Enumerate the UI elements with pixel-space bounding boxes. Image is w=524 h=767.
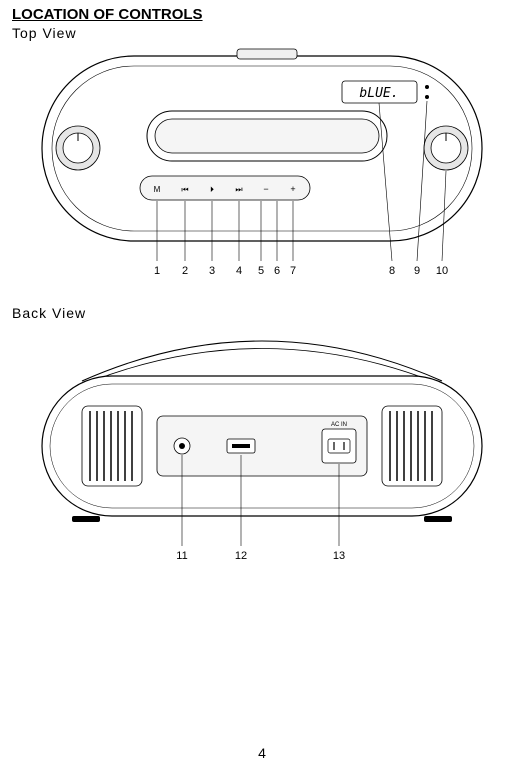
- tuning-knob: [424, 126, 468, 170]
- display-text: bLUE.: [359, 86, 398, 101]
- usb-port: [227, 439, 255, 453]
- right-vent: [382, 406, 442, 486]
- handle-slot: [147, 111, 387, 161]
- callout-9: 9: [414, 265, 420, 277]
- top-view-figure: bLUE. M ⏮ ⏵ ⏭ − + 1 2 3 4 5 6 7 8 9 10: [12, 41, 512, 301]
- top-view-label: Top View: [12, 25, 512, 41]
- callout-11: 11: [176, 550, 187, 562]
- mode-button-icon: M: [154, 185, 161, 194]
- callout-13: 13: [333, 550, 345, 562]
- callout-7: 7: [290, 265, 296, 277]
- play-button-icon: ⏵: [210, 185, 214, 194]
- indicator-dot: [425, 85, 429, 89]
- prev-button-icon: ⏮: [181, 185, 188, 194]
- callout-10: 10: [436, 265, 448, 277]
- foot-left: [72, 516, 100, 522]
- left-vent: [82, 406, 142, 486]
- next-button-icon: ⏭: [235, 185, 242, 194]
- aux-jack: [174, 438, 190, 454]
- handle-arc: [82, 341, 442, 381]
- back-view-figure: AC IN 11 12 13: [12, 321, 512, 581]
- button-row: [140, 176, 310, 200]
- callout-4: 4: [236, 265, 242, 277]
- vol-up-icon: +: [290, 184, 295, 194]
- callout-3: 3: [209, 265, 215, 277]
- power-knob: [56, 126, 100, 170]
- callout-12: 12: [235, 550, 247, 562]
- section-heading: LOCATION OF CONTROLS: [12, 6, 512, 23]
- callout-6: 6: [274, 265, 280, 277]
- callout-5: 5: [258, 265, 264, 277]
- indicator-dot: [425, 95, 429, 99]
- callout-2: 2: [182, 265, 188, 277]
- callout-8: 8: [389, 265, 395, 277]
- back-view-label: Back View: [12, 305, 512, 321]
- display-window: bLUE.: [342, 81, 417, 103]
- ac-in-label: AC IN: [331, 422, 347, 428]
- foot-right: [424, 516, 452, 522]
- vol-down-icon: −: [263, 184, 268, 194]
- page-number: 4: [0, 745, 524, 761]
- callout-1: 1: [154, 265, 160, 277]
